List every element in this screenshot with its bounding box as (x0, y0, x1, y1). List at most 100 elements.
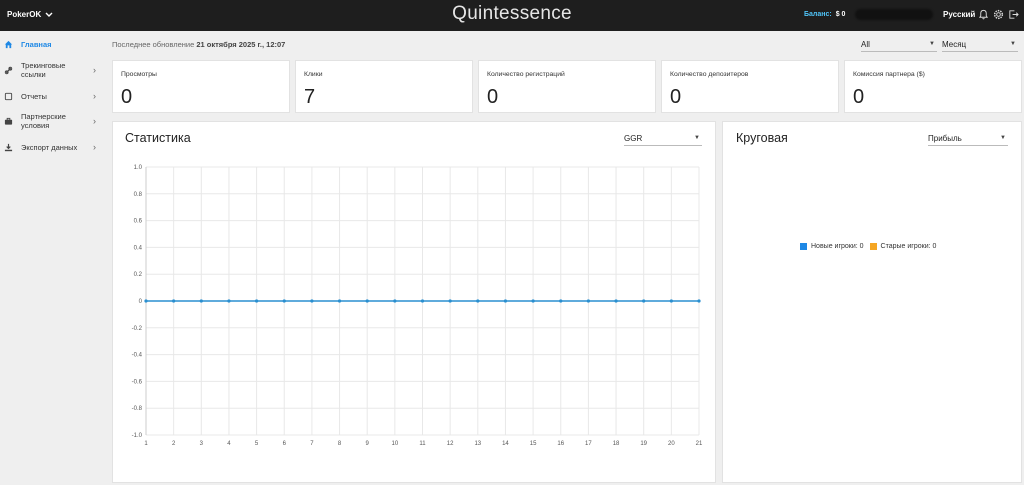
chevron-right-icon: › (93, 142, 96, 152)
data-point (337, 299, 342, 303)
pie-metric-select-value: Прибыль (928, 134, 962, 143)
y-tick-label: 1.0 (134, 165, 143, 171)
stat-value: 0 (121, 86, 133, 108)
brand-selector[interactable]: PokerOK (7, 10, 53, 19)
stat-title: Комиссия партнера ($) (853, 71, 925, 78)
legend-item-old-players[interactable]: Старые игроки: 0 (869, 243, 937, 250)
data-point (144, 299, 148, 303)
y-tick-label: -0.8 (132, 406, 143, 412)
sidebar-item-label: Главная (21, 39, 52, 49)
last-update-datetime: 21 октября 2025 г., 12:07 (196, 40, 286, 49)
stat-title: Клики (304, 71, 323, 78)
chevron-right-icon: › (93, 65, 96, 75)
pie-metric-select[interactable]: Прибыль ▼ (928, 132, 1008, 146)
x-tick-label: 3 (200, 441, 204, 447)
legend-swatch (800, 243, 807, 250)
sidebar-item-home[interactable]: Главная (0, 39, 108, 49)
x-tick-label: 6 (283, 441, 287, 447)
line-chart: 1.00.80.60.40.20-0.2-0.4-0.6-0.8-1.01 2 3 4… (132, 165, 703, 447)
data-point (282, 299, 286, 303)
x-tick-label: 12 (447, 441, 454, 447)
stat-value: 0 (487, 86, 499, 108)
sidebar-item-reports[interactable]: Отчеты › (0, 91, 108, 101)
redacted-area (855, 9, 933, 20)
sidebar-item-label: Трекинговые ссылки (21, 61, 66, 79)
data-point (531, 299, 535, 303)
y-tick-label: -1.0 (132, 433, 143, 439)
data-point (310, 299, 314, 303)
last-update-prefix: Последнее обновление (112, 40, 195, 49)
period-select[interactable]: Месяц ▼ (942, 38, 1018, 52)
stat-title: Количество регистраций (487, 71, 565, 78)
data-point (614, 299, 618, 303)
stat-card-depositors: Количество депозитеров 0 (661, 60, 839, 113)
sidebar-item-export[interactable]: Экспорт данных › (0, 142, 108, 152)
language-selector[interactable]: Русский (943, 10, 976, 19)
caret-down-icon: ▼ (1000, 135, 1006, 141)
caret-down-icon: ▼ (929, 41, 935, 47)
x-tick-label: 7 (310, 441, 314, 447)
x-tick-label: 10 (392, 441, 399, 447)
x-tick-label: 20 (668, 441, 675, 447)
scope-select[interactable]: All ▼ (861, 38, 937, 52)
x-tick-label: 18 (613, 441, 620, 447)
stat-value: 0 (670, 86, 682, 108)
data-point (199, 299, 203, 303)
sidebar-item-tracking-links[interactable]: Трекинговые ссылки › (0, 60, 108, 80)
x-tick-label: 1 (144, 441, 148, 447)
stat-card-views: Просмотры 0 (112, 60, 290, 113)
x-tick-label: 8 (338, 441, 342, 447)
data-point (393, 299, 397, 303)
x-tick-label: 21 (696, 441, 703, 447)
y-tick-label: -0.4 (132, 353, 143, 359)
x-tick-label: 13 (474, 441, 481, 447)
x-tick-label: 16 (557, 441, 564, 447)
data-point (227, 299, 231, 303)
y-tick-label: -0.6 (132, 379, 143, 385)
caret-down-icon: ▼ (1010, 41, 1016, 47)
top-bar: PokerOK Quintessence Баланс: $ 0 Русский (0, 0, 1024, 31)
y-tick-label: -0.2 (132, 326, 143, 332)
last-update: Последнее обновление 21 октября 2025 г.,… (112, 40, 285, 49)
balance-value: $ 0 (835, 11, 846, 18)
statistics-panel: Статистика GGR ▼ 1.0 0.8 0.6 0.4 0.2 0 -0.2 -0.… (112, 121, 716, 483)
x-tick-label: 17 (585, 441, 592, 447)
data-point (365, 299, 369, 303)
bell-icon[interactable] (977, 8, 990, 21)
stat-value: 0 (853, 86, 865, 108)
data-point (559, 299, 563, 303)
sidebar-item-partner-terms[interactable]: Партнерские условия › (0, 111, 108, 131)
x-tick-label: 15 (530, 441, 537, 447)
chevron-right-icon: › (93, 91, 96, 101)
stat-title: Просмотры (121, 71, 157, 78)
download-icon (4, 143, 13, 152)
legend-item-new-players[interactable]: Новые игроки: 0 (800, 243, 864, 250)
sidebar-item-label: Партнерские условия (21, 112, 66, 130)
metric-select[interactable]: GGR ▼ (624, 132, 702, 146)
data-point (448, 299, 452, 303)
caret-down-icon: ▼ (694, 135, 700, 141)
x-tick-label: 4 (227, 441, 231, 447)
x-tick-label: 19 (640, 441, 647, 447)
report-icon (4, 92, 13, 101)
chevron-right-icon: › (93, 116, 96, 126)
period-select-value: Месяц (942, 40, 967, 49)
gear-icon[interactable] (992, 8, 1005, 21)
sidebar: Главная Трекинговые ссылки › Отчеты › Па… (0, 31, 108, 485)
stat-card-commission: Комиссия партнера ($) 0 (844, 60, 1022, 113)
panel-title: Круговая (736, 131, 788, 145)
stat-title: Количество депозитеров (670, 71, 749, 78)
data-point (503, 299, 508, 303)
logout-icon[interactable] (1007, 8, 1020, 21)
x-tick-label: 14 (502, 441, 509, 447)
panel-title: Статистика (125, 131, 191, 145)
balance-label: Баланс: (804, 11, 832, 18)
data-point (420, 299, 425, 303)
legend-label: Старые игроки: 0 (880, 243, 937, 250)
data-point (697, 299, 701, 303)
metric-select-value: GGR (624, 134, 643, 143)
y-tick-label: 0.6 (134, 219, 143, 225)
legend-swatch (869, 243, 877, 250)
stat-card-registrations: Количество регистраций 0 (478, 60, 656, 113)
brand-name: PokerOK (7, 10, 42, 19)
